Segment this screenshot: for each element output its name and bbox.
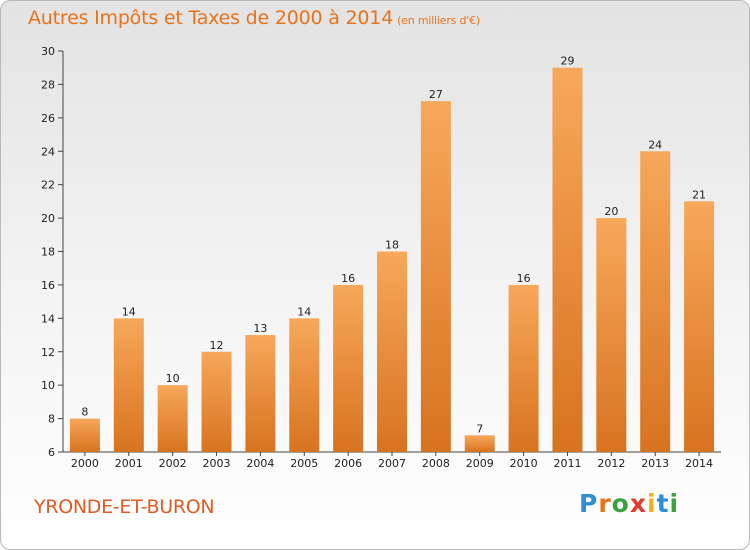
bar-value-label: 10 [166, 372, 180, 385]
x-tick-label: 2008 [422, 457, 450, 470]
bar-2012 [596, 218, 627, 452]
bar-2003 [201, 351, 232, 452]
y-tick-label: 28 [41, 78, 55, 91]
x-tick-label: 2001 [115, 457, 143, 470]
bar-2002 [157, 385, 188, 452]
y-tick-label: 16 [41, 279, 55, 292]
bar-2014 [684, 201, 715, 452]
bar-2005 [289, 318, 320, 452]
y-tick-label: 8 [48, 413, 55, 426]
bar-2011 [552, 67, 583, 452]
chart-title-text: Autres Impôts et Taxes de 2000 à 2014 [28, 7, 394, 29]
bar-value-label: 14 [297, 305, 311, 318]
bar-2004 [245, 335, 276, 452]
bar-value-label: 16 [517, 272, 531, 285]
y-tick-label: 26 [41, 112, 55, 125]
x-tick-label: 2009 [466, 457, 494, 470]
bar-value-label: 7 [476, 422, 483, 435]
bar-value-label: 13 [253, 322, 267, 335]
x-tick-label: 2003 [203, 457, 231, 470]
bar-value-label: 24 [648, 138, 662, 151]
bar-value-label: 21 [692, 188, 706, 201]
bar-2008 [420, 101, 451, 452]
bar-value-label: 16 [341, 272, 355, 285]
x-tick-label: 2004 [246, 457, 274, 470]
bar-2001 [113, 318, 144, 452]
x-tick-label: 2007 [378, 457, 406, 470]
bar-value-label: 27 [429, 88, 443, 101]
bar-2006 [333, 284, 364, 452]
bar-2013 [640, 151, 671, 452]
bar-2007 [377, 251, 407, 452]
bar-2010 [508, 284, 539, 452]
chart-unit: (en milliers d'€) [397, 14, 480, 27]
bar-value-label: 8 [81, 406, 88, 419]
bar-2000 [69, 418, 100, 452]
y-tick-label: 6 [48, 446, 55, 459]
chart-title: Autres Impôts et Taxes de 2000 à 2014 (en… [28, 7, 480, 29]
bar-2009 [464, 435, 495, 452]
x-tick-label: 2012 [597, 457, 625, 470]
y-tick-label: 22 [41, 179, 55, 192]
y-tick-label: 20 [41, 212, 55, 225]
y-tick-label: 18 [41, 246, 55, 259]
y-tick-label: 30 [41, 45, 55, 58]
bar-value-label: 14 [122, 305, 136, 318]
x-tick-label: 2006 [334, 457, 362, 470]
x-tick-label: 2005 [290, 457, 318, 470]
y-tick-label: 10 [41, 379, 55, 392]
bars: 8 14 10 12 13 14 16 18 27 7 16 29 20 24 21 [69, 55, 715, 452]
bar-value-label: 12 [210, 339, 224, 352]
y-tick-label: 14 [41, 312, 55, 325]
x-tick-label: 2014 [685, 457, 713, 470]
bar-value-label: 29 [560, 55, 574, 68]
proxiti-logo: Proxiti [579, 489, 680, 518]
y-tick-label: 12 [41, 346, 55, 359]
x-tick-label: 2010 [510, 457, 538, 470]
x-tick-label: 2011 [553, 457, 581, 470]
bar-value-label: 20 [604, 205, 618, 218]
x-tick-label: 2013 [641, 457, 669, 470]
x-tick-label: 2000 [71, 457, 99, 470]
y-tick-label: 24 [41, 145, 55, 158]
commune-name: YRONDE-ET-BURON [34, 496, 215, 518]
x-tick-label: 2002 [159, 457, 187, 470]
bar-value-label: 18 [385, 239, 399, 252]
